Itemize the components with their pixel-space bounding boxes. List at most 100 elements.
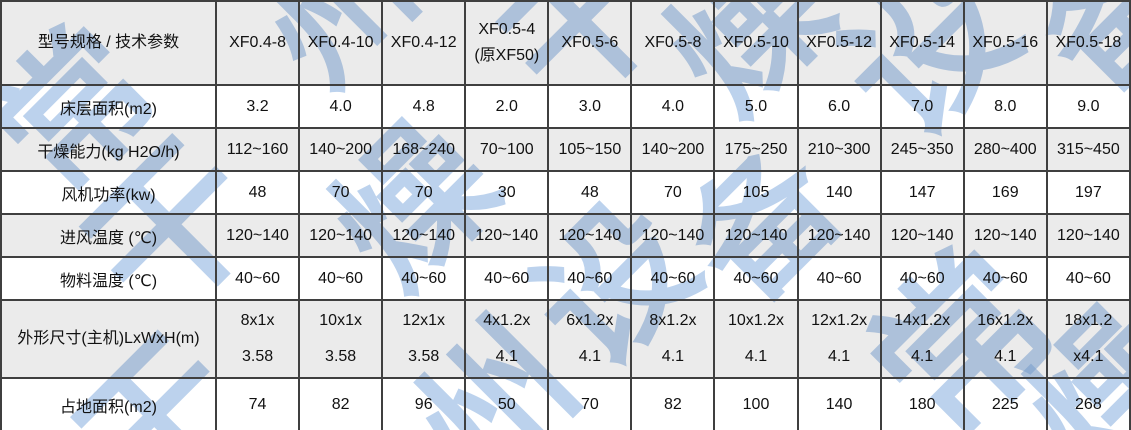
value-cell: 120~140 <box>298 213 384 258</box>
model-header-cell: XF0.5-4 (原XF50) <box>464 0 550 86</box>
model-header-cell: XF0.5-6 <box>547 0 633 86</box>
row-label-cell: 干燥能力(kg H2O/h) <box>0 127 217 172</box>
value-cell: 120~140 <box>713 213 799 258</box>
value-cell: 70 <box>381 170 467 215</box>
value-cell: 6x1.2x 4.1 <box>547 299 633 379</box>
value-cell: 120~140 <box>214 213 301 258</box>
value-cell: 112~160 <box>214 127 301 172</box>
value-cell: 70~100 <box>464 127 550 172</box>
value-cell: 40~60 <box>1045 256 1131 301</box>
value-cell: 5.0 <box>713 84 799 129</box>
value-cell: 210~300 <box>796 127 882 172</box>
table-row-material-temp: 物料温度 (℃) 40~60 40~60 40~60 40~60 40~60 4… <box>0 256 1131 301</box>
value-cell: 105~150 <box>547 127 633 172</box>
value-cell: 120~140 <box>1045 213 1131 258</box>
value-cell: 16x1.2x 4.1 <box>962 299 1048 379</box>
model-header-cell: XF0.5-16 <box>962 0 1048 86</box>
value-cell: 197 <box>1045 170 1131 215</box>
value-cell: 169 <box>962 170 1048 215</box>
value-cell: 70 <box>298 170 384 215</box>
table-row-inlet-air-temp: 进风温度 (℃) 120~140 120~140 120~140 120~140… <box>0 213 1131 258</box>
row-label-cell: 进风温度 (℃) <box>0 213 217 258</box>
value-cell: 8x1.2x 4.1 <box>630 299 716 379</box>
header-row: 型号规格 / 技术参数 XF0.4-8 XF0.4-10 XF0.4-12 XF… <box>0 0 1131 86</box>
value-cell: 40~60 <box>962 256 1048 301</box>
value-cell: 147 <box>879 170 965 215</box>
value-cell: 74 <box>214 377 301 430</box>
value-cell: 120~140 <box>381 213 467 258</box>
table-row-floor-area: 占地面积(m2) 74 82 96 50 70 82 100 140 180 2… <box>0 377 1131 430</box>
value-cell: 6.0 <box>796 84 882 129</box>
model-header-cell: XF0.4-12 <box>381 0 467 86</box>
value-cell: 120~140 <box>796 213 882 258</box>
value-cell: 245~350 <box>879 127 965 172</box>
model-header-cell: XF0.4-8 <box>214 0 301 86</box>
row-label-cell: 风机功率(kw) <box>0 170 217 215</box>
row-label-cell: 占地面积(m2) <box>0 377 217 430</box>
value-cell: 40~60 <box>796 256 882 301</box>
value-cell: 4.0 <box>298 84 384 129</box>
value-cell: 120~140 <box>879 213 965 258</box>
table-row-bed-area: 床层面积(m2) 3.2 4.0 4.8 2.0 3.0 4.0 5.0 6.0… <box>0 84 1131 129</box>
value-cell: 140 <box>796 170 882 215</box>
value-cell: 48 <box>214 170 301 215</box>
value-cell: 48 <box>547 170 633 215</box>
value-cell: 2.0 <box>464 84 550 129</box>
value-cell: 40~60 <box>879 256 965 301</box>
value-cell: 315~450 <box>1045 127 1131 172</box>
value-cell: 40~60 <box>298 256 384 301</box>
value-cell: 12x1.2x 4.1 <box>796 299 882 379</box>
value-cell: 225 <box>962 377 1048 430</box>
value-cell: 140~200 <box>630 127 716 172</box>
value-cell: 4x1.2x 4.1 <box>464 299 550 379</box>
value-cell: 105 <box>713 170 799 215</box>
value-cell: 70 <box>547 377 633 430</box>
value-cell: 40~60 <box>464 256 550 301</box>
value-cell: 82 <box>298 377 384 430</box>
value-cell: 8.0 <box>962 84 1048 129</box>
value-cell: 140 <box>796 377 882 430</box>
param-header-cell: 型号规格 / 技术参数 <box>0 0 217 86</box>
value-cell: 12x1x 3.58 <box>381 299 467 379</box>
model-header-cell: XF0.5-14 <box>879 0 965 86</box>
value-cell: 40~60 <box>630 256 716 301</box>
model-header-cell: XF0.5-12 <box>796 0 882 86</box>
table-row-dimensions: 外形尺寸(主机)LxWxH(m) 8x1x 3.58 10x1x 3.58 12… <box>0 299 1131 379</box>
model-header-cell: XF0.5-18 <box>1045 0 1131 86</box>
model-header-cell: XF0.5-8 <box>630 0 716 86</box>
value-cell: 120~140 <box>962 213 1048 258</box>
value-cell: 4.0 <box>630 84 716 129</box>
value-cell: 120~140 <box>547 213 633 258</box>
value-cell: 8x1x 3.58 <box>214 299 301 379</box>
value-cell: 70 <box>630 170 716 215</box>
value-cell: 10x1.2x 4.1 <box>713 299 799 379</box>
value-cell: 140~200 <box>298 127 384 172</box>
value-cell: 40~60 <box>214 256 301 301</box>
value-cell: 96 <box>381 377 467 430</box>
value-cell: 9.0 <box>1045 84 1131 129</box>
value-cell: 4.8 <box>381 84 467 129</box>
value-cell: 40~60 <box>547 256 633 301</box>
value-cell: 180 <box>879 377 965 430</box>
value-cell: 40~60 <box>713 256 799 301</box>
table-row-drying-capacity: 干燥能力(kg H2O/h) 112~160 140~200 168~240 7… <box>0 127 1131 172</box>
value-cell: 3.0 <box>547 84 633 129</box>
value-cell: 168~240 <box>381 127 467 172</box>
value-cell: 120~140 <box>464 213 550 258</box>
table-row-fan-power: 风机功率(kw) 48 70 70 30 48 70 105 140 147 1… <box>0 170 1131 215</box>
value-cell: 10x1x 3.58 <box>298 299 384 379</box>
model-header-cell: XF0.5-10 <box>713 0 799 86</box>
row-label-cell: 物料温度 (℃) <box>0 256 217 301</box>
value-cell: 120~140 <box>630 213 716 258</box>
value-cell: 7.0 <box>879 84 965 129</box>
value-cell: 82 <box>630 377 716 430</box>
value-cell: 18x1.2 x4.1 <box>1045 299 1131 379</box>
row-label-cell: 外形尺寸(主机)LxWxH(m) <box>0 299 217 379</box>
value-cell: 268 <box>1045 377 1131 430</box>
value-cell: 50 <box>464 377 550 430</box>
value-cell: 30 <box>464 170 550 215</box>
value-cell: 40~60 <box>381 256 467 301</box>
value-cell: 280~400 <box>962 127 1048 172</box>
